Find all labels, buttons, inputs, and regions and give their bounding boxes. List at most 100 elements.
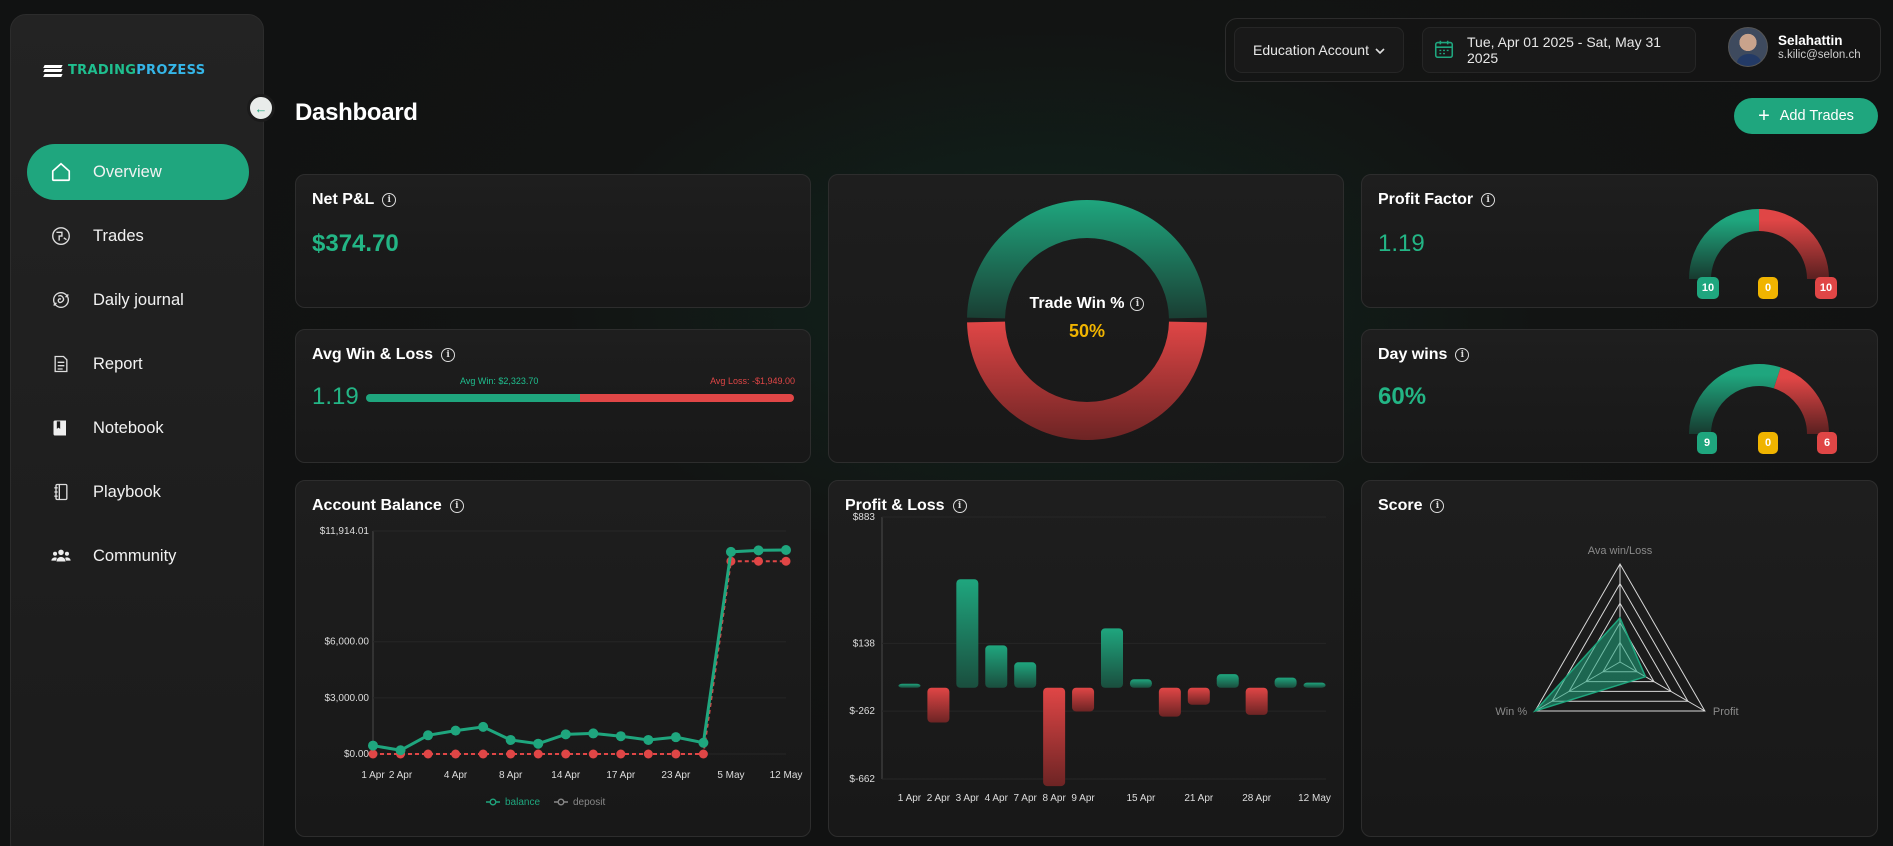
x-tick-label: 4 Apr bbox=[444, 770, 468, 781]
balance-point bbox=[670, 732, 681, 743]
loss-bar bbox=[1072, 687, 1095, 712]
card-title: Account Balance i bbox=[312, 497, 464, 515]
x-tick-label: 28 Apr bbox=[1242, 793, 1272, 804]
info-icon[interactable]: i bbox=[449, 499, 464, 513]
x-tick-label: 15 Apr bbox=[1126, 793, 1156, 804]
day-wins-gauge bbox=[1689, 364, 1829, 435]
card-title: Profit Factor i bbox=[1378, 191, 1496, 209]
balance-point bbox=[588, 728, 599, 739]
info-icon[interactable]: i bbox=[382, 193, 397, 207]
deposit-point bbox=[616, 749, 626, 759]
balance-point bbox=[753, 545, 764, 556]
gauge-win-arc bbox=[1689, 209, 1760, 280]
book-icon bbox=[49, 416, 73, 440]
profit-loss-card: Profit & Loss i $883 $138 $-262 $-662 1 Apr 2… bbox=[828, 480, 1344, 837]
sidebar-item-overview[interactable]: Overview bbox=[27, 144, 249, 200]
info-icon[interactable]: i bbox=[1481, 193, 1496, 207]
net-pnl-value: $374.70 bbox=[312, 230, 399, 257]
profit-loss-chart: $883 $138 $-262 $-662 1 Apr 2 Apr 3 Apr 4 Apr 7 … bbox=[849, 512, 1331, 804]
sidebar-item-trades[interactable]: Trades bbox=[27, 208, 249, 264]
info-icon[interactable]: i bbox=[1455, 348, 1470, 362]
x-tick-label: 5 May bbox=[717, 770, 744, 781]
balance-point bbox=[505, 734, 516, 745]
avatar bbox=[1728, 27, 1768, 67]
add-trades-label: Add Trades bbox=[1779, 108, 1854, 124]
balance-point bbox=[781, 544, 791, 555]
balance-line bbox=[372, 548, 787, 752]
sidebar-item-notebook[interactable]: Notebook bbox=[27, 400, 249, 456]
avg-win-loss-value: 1.19 bbox=[312, 383, 359, 410]
balance-point bbox=[368, 740, 378, 751]
logo[interactable]: TRADINGPROZESS bbox=[43, 63, 205, 78]
profit-bar bbox=[1303, 682, 1326, 688]
x-tick-label: 8 Apr bbox=[1042, 793, 1066, 804]
legend-label: balance bbox=[505, 797, 540, 808]
balance-point bbox=[725, 546, 736, 557]
balance-point bbox=[395, 745, 406, 756]
x-tick-label: 9 Apr bbox=[1071, 793, 1095, 804]
x-tick-label: 21 Apr bbox=[1184, 793, 1214, 804]
gauge-win-badge: 10 bbox=[1697, 277, 1719, 299]
balance-point bbox=[423, 730, 434, 741]
account-select[interactable]: Education Account bbox=[1234, 27, 1404, 73]
donut-loss-segment bbox=[967, 321, 1207, 441]
sidebar-item-daily-journal[interactable]: Daily journal bbox=[27, 272, 249, 328]
user-email: s.kilic@selon.ch bbox=[1778, 49, 1861, 61]
avg-win-loss-title: Avg Win & Loss bbox=[312, 346, 434, 363]
info-icon[interactable]: i bbox=[441, 348, 456, 362]
sidebar: TRADINGPROZESS Overview Trades Daily jou… bbox=[10, 14, 264, 846]
add-trades-button[interactable]: + Add Trades bbox=[1734, 98, 1878, 134]
profit-bar bbox=[1129, 679, 1152, 688]
y-tick-label: $6,000.00 bbox=[325, 637, 370, 648]
info-icon[interactable]: i bbox=[952, 499, 967, 513]
sidebar-item-label: Report bbox=[93, 354, 143, 373]
profit-bar bbox=[898, 683, 921, 688]
info-icon[interactable]: i bbox=[1430, 499, 1445, 513]
y-tick-label: $138 bbox=[853, 638, 876, 649]
score-card: Score i Ava win/Loss Profit Win % bbox=[1361, 480, 1878, 837]
card-title: Profit & Loss i bbox=[845, 497, 967, 515]
profit-bar bbox=[1274, 677, 1297, 688]
legend-swatch-marker bbox=[489, 798, 497, 806]
info-icon[interactable]: i bbox=[1130, 297, 1145, 311]
user-menu[interactable]: Selahattin s.kilic@selon.ch bbox=[1728, 27, 1861, 67]
profit-loss-title: Profit & Loss bbox=[845, 497, 945, 514]
y-tick-label: $883 bbox=[853, 512, 876, 523]
deposit-point bbox=[561, 749, 571, 759]
sidebar-item-playbook[interactable]: Playbook bbox=[27, 464, 249, 520]
radar-grid-ring bbox=[1534, 562, 1706, 712]
net-pnl-title: Net P&L bbox=[312, 191, 375, 208]
balance-point bbox=[478, 721, 489, 732]
y-tick-label: $-662 bbox=[849, 774, 875, 785]
sidebar-item-label: Playbook bbox=[93, 482, 161, 501]
gauge-loss-badge: 10 bbox=[1815, 277, 1837, 299]
donut-win-segment bbox=[967, 199, 1207, 319]
sidebar-nav: Overview Trades Daily journal Report Not… bbox=[27, 144, 249, 592]
account-balance-card: Account Balance i $11,914.01 $6,000.00 $3,… bbox=[295, 480, 811, 837]
gauge-win-badge: 9 bbox=[1697, 432, 1717, 454]
profit-factor-title: Profit Factor bbox=[1378, 191, 1474, 208]
trade-win-center: Trade Win % i 50% bbox=[829, 295, 1345, 342]
date-range-picker[interactable]: Tue, Apr 01 2025 - Sat, May 31 2025 bbox=[1422, 27, 1696, 73]
profit-factor-card: Profit Factor i 1.19 10 0 10 bbox=[1361, 174, 1878, 308]
gauge-loss-arc bbox=[1773, 367, 1829, 435]
score-radar-chart: Ava win/Loss Profit Win % bbox=[1495, 545, 1738, 718]
gauge-even-badge: 0 bbox=[1758, 277, 1778, 299]
loss-bar bbox=[927, 687, 950, 723]
score-title: Score bbox=[1378, 497, 1423, 514]
radar-grid-ring bbox=[1551, 582, 1689, 702]
sidebar-item-label: Trades bbox=[93, 226, 144, 245]
sidebar-item-community[interactable]: Community bbox=[27, 528, 249, 584]
sidebar-collapse-button[interactable]: ← bbox=[247, 94, 275, 122]
x-tick-label: 7 Apr bbox=[1014, 793, 1038, 804]
notebook-icon bbox=[49, 480, 73, 504]
x-tick-label: 8 Apr bbox=[499, 770, 523, 781]
sidebar-item-report[interactable]: Report bbox=[27, 336, 249, 392]
radar-score-area bbox=[1532, 616, 1647, 713]
card-title: Score i bbox=[1378, 497, 1445, 515]
gauge-even-badge: 0 bbox=[1758, 432, 1778, 454]
balance-point bbox=[560, 729, 571, 740]
x-tick-label: 12 May bbox=[1298, 793, 1331, 804]
deposit-point bbox=[643, 749, 653, 759]
trade-win-donut bbox=[967, 199, 1207, 441]
